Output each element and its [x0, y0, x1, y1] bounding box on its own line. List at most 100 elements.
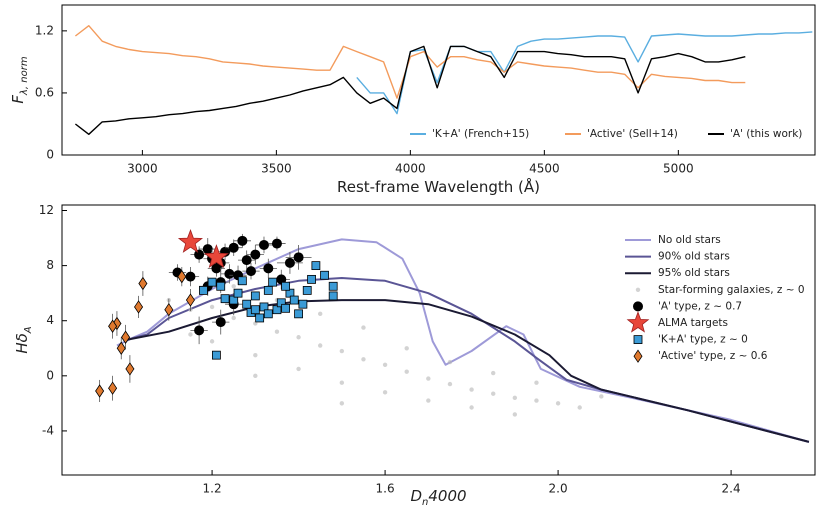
point — [250, 305, 260, 315]
point — [426, 398, 431, 403]
point — [296, 366, 301, 372]
point — [339, 348, 345, 354]
point — [339, 401, 345, 406]
legend-text: 'K+A' type, z ~ 0 — [658, 334, 748, 346]
legend-text: 'A' (this work) — [730, 128, 802, 140]
point — [447, 381, 453, 387]
x-tick-label: 4500 — [529, 162, 560, 176]
point — [216, 281, 226, 291]
point — [95, 384, 105, 398]
point — [177, 229, 204, 253]
point — [212, 350, 221, 360]
point — [242, 299, 252, 309]
point — [121, 330, 131, 344]
point — [281, 303, 291, 313]
point — [237, 276, 247, 286]
point — [125, 362, 135, 376]
point — [328, 281, 338, 291]
point — [318, 343, 323, 348]
point — [241, 255, 252, 266]
x-axis-label: Dn4000 — [410, 487, 466, 508]
x-tick-label: 1.6 — [376, 482, 395, 496]
point — [577, 405, 582, 410]
legend-text: 'K+A' (French+15) — [432, 128, 529, 140]
point — [284, 257, 295, 268]
x-axis-label-part: Rest-frame Wavelength (Å) — [337, 177, 540, 196]
point — [250, 249, 261, 260]
point — [268, 277, 278, 287]
point — [228, 242, 239, 253]
point — [512, 395, 518, 401]
point — [177, 269, 187, 284]
point — [404, 346, 409, 351]
y-axis-label-part: λ, norm — [19, 56, 30, 96]
point — [469, 387, 474, 392]
point — [361, 357, 366, 362]
point — [231, 315, 236, 321]
point — [263, 263, 274, 274]
point — [116, 341, 126, 355]
point — [404, 369, 409, 374]
point — [599, 394, 604, 399]
point — [255, 313, 265, 323]
y-axis-label-part: F — [9, 95, 27, 104]
point — [263, 309, 273, 319]
point — [271, 238, 282, 249]
x-tick-label: 1.2 — [203, 482, 222, 496]
point — [202, 244, 213, 255]
point — [469, 405, 474, 410]
point — [224, 268, 235, 279]
y-tick-label: 0 — [46, 148, 54, 162]
point — [253, 352, 258, 358]
point — [294, 309, 303, 319]
x-tick-label: 3500 — [261, 162, 292, 176]
point — [258, 239, 269, 250]
point — [194, 249, 205, 260]
legend-text: 'A' type, z ~ 0.7 — [658, 300, 742, 312]
point — [281, 281, 291, 291]
legend-text: 95% old stars — [658, 267, 730, 279]
point — [382, 390, 388, 395]
y-tick-label: 1.2 — [35, 23, 54, 37]
y-tick-label: -4 — [42, 423, 54, 437]
y-axis-label: Fλ, norm — [9, 56, 30, 103]
legend-text: Star-forming galaxies, z ~ 0 — [658, 284, 805, 296]
point — [246, 266, 257, 277]
y-axis-label: HδA — [13, 326, 34, 353]
x-tick-label: 4000 — [395, 162, 426, 176]
line — [125, 299, 810, 443]
point — [185, 293, 195, 307]
point — [328, 291, 338, 301]
point — [534, 380, 539, 385]
legend-text: 'Active' type, z ~ 0.6 — [658, 350, 768, 362]
line — [74, 45, 746, 135]
point — [311, 261, 321, 271]
x-tick-label: 3000 — [127, 162, 158, 176]
point — [231, 284, 236, 289]
point — [296, 335, 301, 340]
point — [555, 401, 561, 406]
point — [207, 277, 217, 287]
legend-text: 90% old stars — [658, 251, 730, 263]
point — [339, 380, 345, 385]
line — [356, 31, 813, 115]
point — [361, 325, 366, 330]
y-tick-label: 0.6 — [35, 85, 54, 99]
point — [233, 288, 243, 298]
point — [302, 286, 312, 295]
point — [134, 300, 144, 314]
point — [250, 291, 260, 301]
legend-swatch — [633, 301, 643, 312]
x-tick-label: 2.4 — [722, 482, 741, 496]
point — [220, 294, 230, 304]
point — [164, 302, 174, 317]
x-axis-label-part: D — [410, 487, 422, 505]
point — [318, 311, 323, 317]
point — [108, 381, 118, 395]
point — [253, 321, 258, 326]
point — [382, 362, 388, 367]
point — [185, 271, 196, 282]
point — [199, 286, 208, 295]
